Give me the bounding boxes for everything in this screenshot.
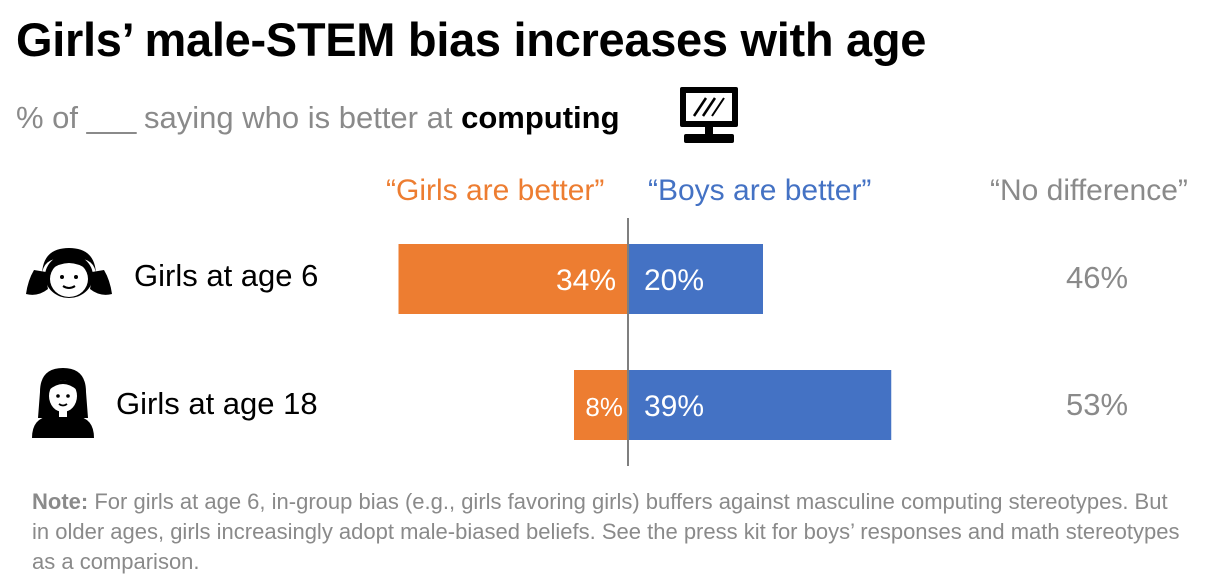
row-label-age-18: Girls at age 18	[116, 386, 318, 421]
subtitle-blank: ___	[86, 100, 137, 135]
bar-boys-better-age-18	[628, 370, 892, 440]
young-woman-icon	[32, 368, 94, 438]
no-difference-value-age-18: 53%	[1066, 387, 1129, 422]
subtitle-emphasis: computing	[461, 100, 620, 135]
subtitle-middle: saying who is better at	[144, 100, 453, 135]
no-difference-value-age-6: 46%	[1066, 260, 1129, 295]
row-label-age-6: Girls at age 6	[134, 258, 319, 293]
data-label-girls-better-age-18: 8%	[585, 392, 623, 422]
note-text: For girls at age 6, in-group bias (e.g.,…	[32, 489, 1180, 574]
computer-icon	[680, 87, 738, 143]
data-label-girls-better-age-6: 34%	[556, 264, 616, 297]
bar-boys-better-age-6	[628, 244, 763, 314]
subtitle-prefix: % of	[16, 100, 79, 135]
girl-child-icon	[26, 248, 112, 298]
legend-boys-better: “Boys are better”	[648, 174, 872, 207]
legend-girls-better: “Girls are better”	[386, 174, 605, 207]
chart-subtitle: % of ___ saying who is better at computi…	[16, 100, 620, 136]
data-label-boys-better-age-6: 20%	[644, 264, 704, 297]
legend-no-difference: “No difference”	[990, 174, 1188, 207]
bar-girls-better-age-18	[574, 370, 628, 440]
chart-title: Girls’ male-STEM bias increases with age	[16, 13, 927, 66]
data-label-boys-better-age-18: 39%	[644, 390, 704, 423]
footnote: Note: For girls at age 6, in-group bias …	[32, 487, 1182, 577]
bar-girls-better-age-6	[398, 244, 628, 314]
note-label: Note:	[32, 489, 89, 514]
